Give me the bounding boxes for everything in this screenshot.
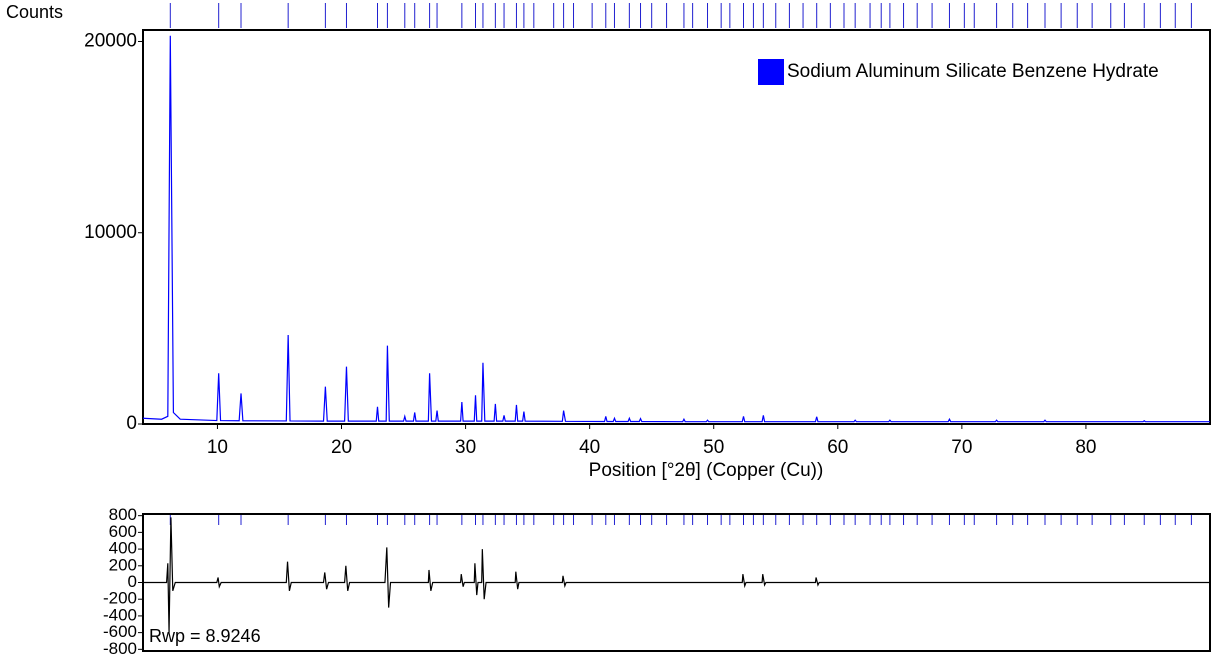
series-line — [143, 517, 1210, 633]
legend-swatch — [758, 59, 784, 85]
x-tick-label: 40 — [579, 437, 600, 458]
x-tick-label: 60 — [827, 437, 848, 458]
y-tick-label: 0 — [126, 413, 137, 434]
y-tick-label: 200 — [109, 555, 137, 574]
x-tick-label: 70 — [951, 437, 972, 458]
y-tick-label: 20000 — [84, 30, 137, 51]
y-tick-label: 600 — [109, 522, 137, 541]
legend-label: Sodium Aluminum Silicate Benzene Hydrate — [787, 61, 1159, 82]
x-tick-label: 30 — [455, 437, 476, 458]
y-tick-label: 10000 — [84, 222, 137, 243]
y-tick-label: -400 — [103, 605, 137, 624]
y-tick-label: -800 — [103, 639, 137, 658]
y-tick-label: 400 — [109, 539, 137, 558]
y-tick-label: -600 — [103, 622, 137, 641]
annotation: Rwp = 8.9246 — [149, 626, 261, 646]
x-tick-label: 10 — [207, 437, 228, 458]
x-axis-label: Position [°2θ] (Copper (Cu)) — [589, 460, 824, 481]
plot-frame — [142, 29, 1211, 425]
y-tick-label: 800 — [109, 505, 137, 524]
x-tick-label: 20 — [331, 437, 352, 458]
y-tick-label: 0 — [128, 572, 137, 591]
y-axis-label: Counts — [6, 2, 63, 22]
y-tick-label: -200 — [103, 589, 137, 608]
series-line — [142, 35, 1210, 423]
x-tick-label: 50 — [703, 437, 724, 458]
x-tick-label: 80 — [1075, 437, 1096, 458]
